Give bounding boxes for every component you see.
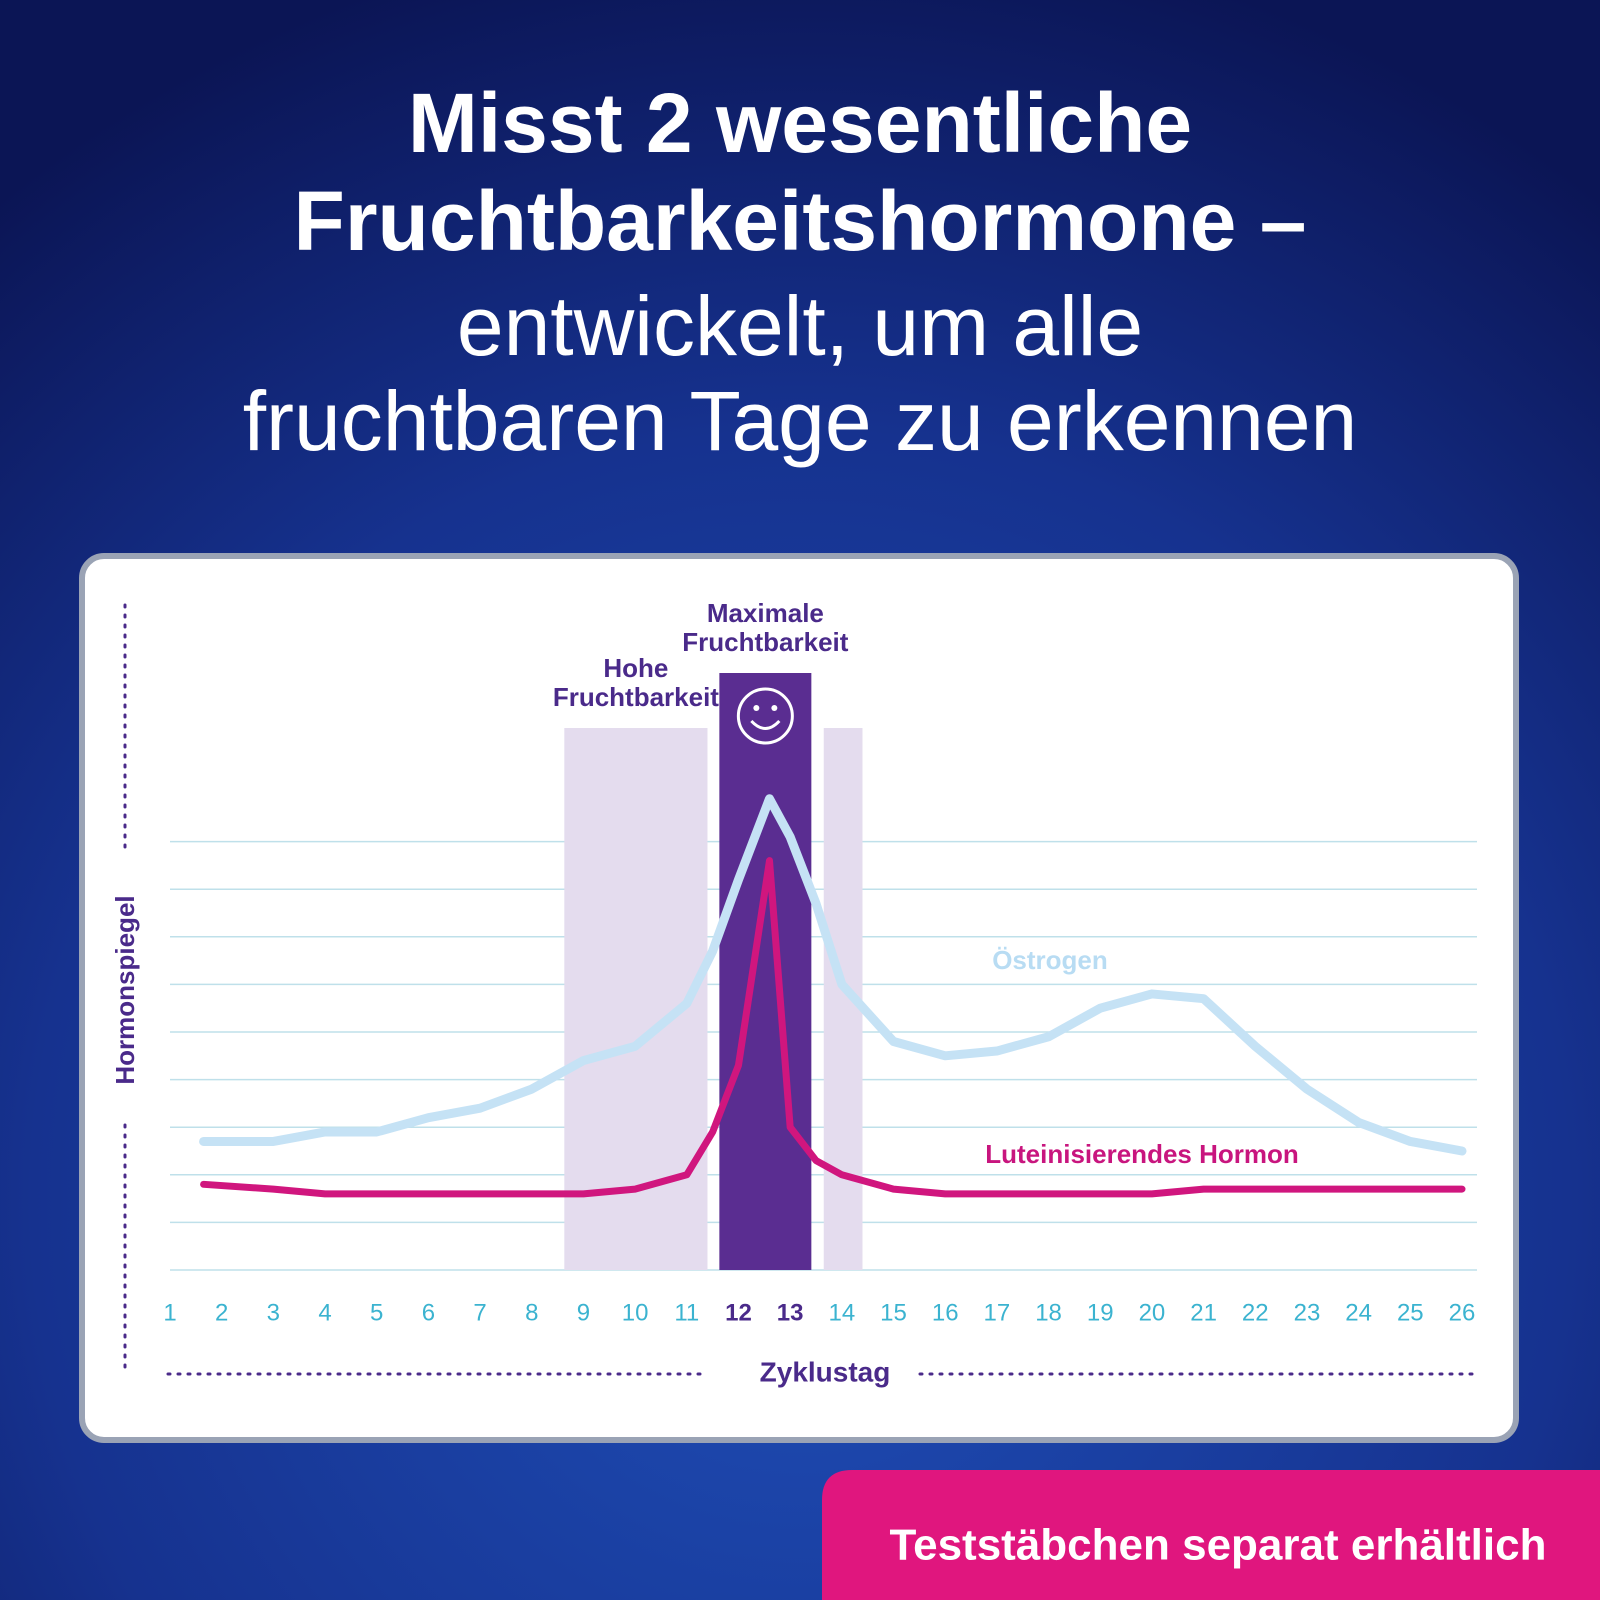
region-label: Fruchtbarkeit — [682, 627, 848, 657]
x-tick-label: 10 — [622, 1299, 649, 1326]
x-tick-label: 25 — [1397, 1299, 1424, 1326]
y-axis-label: Hormonspiegel — [110, 895, 140, 1084]
x-tick-label: 1 — [163, 1299, 176, 1326]
x-tick-label: 7 — [473, 1299, 486, 1326]
headline-light: entwickelt, um alle — [457, 279, 1143, 373]
x-tick-label: 8 — [525, 1299, 538, 1326]
label-gap — [122, 850, 148, 1120]
x-tick-label: 18 — [1035, 1299, 1062, 1326]
series-line — [199, 794, 1467, 1156]
x-axis-label: Zyklustag — [760, 1356, 891, 1387]
series-line — [200, 857, 1466, 1198]
x-tick-label: 14 — [828, 1299, 855, 1326]
region-label: Hohe — [603, 653, 668, 683]
region-label: Maximale — [707, 598, 824, 628]
x-tick-label: 6 — [422, 1299, 435, 1326]
x-tick-label: 2 — [215, 1299, 228, 1326]
x-tick-label: 11 — [674, 1299, 699, 1326]
x-tick-label: 19 — [1087, 1299, 1114, 1326]
smiley — [736, 687, 794, 745]
x-tick-label: 15 — [880, 1299, 907, 1326]
fertility-band — [719, 673, 812, 1270]
badge — [822, 1470, 1600, 1600]
smiley — [750, 719, 781, 730]
x-tick-label: 26 — [1449, 1299, 1476, 1326]
x-tick-label: 22 — [1242, 1299, 1269, 1326]
x-tick-label: 21 — [1190, 1299, 1217, 1326]
smiley — [771, 705, 778, 711]
x-tick-label: 12 — [725, 1299, 752, 1326]
x-tick-label: 4 — [318, 1299, 331, 1326]
headline-bold: Fruchtbarkeitshormone – — [294, 174, 1307, 268]
x-tick-label: 9 — [577, 1299, 590, 1326]
x-tick-label: 16 — [932, 1299, 959, 1326]
x-tick-label: 13 — [777, 1299, 804, 1326]
x-tick-label: 24 — [1345, 1299, 1372, 1326]
series-label: Luteinisierendes Hormon — [985, 1139, 1299, 1169]
x-tick-label: 17 — [984, 1299, 1011, 1326]
x-tick-label: 3 — [267, 1299, 280, 1326]
smiley — [753, 705, 760, 711]
series-label: Östrogen — [992, 945, 1108, 975]
headline-bold: Misst 2 wesentliche — [408, 76, 1192, 170]
badge-text: Teststäbchen separat erhältlich — [890, 1521, 1547, 1570]
region-label: Fruchtbarkeit — [553, 682, 719, 712]
x-tick-label: 5 — [370, 1299, 383, 1326]
x-tick-label: 20 — [1139, 1299, 1166, 1326]
x-tick-label: 23 — [1294, 1299, 1321, 1326]
fertility-band — [564, 728, 708, 1270]
headline-light: fruchtbaren Tage zu erkennen — [243, 374, 1358, 468]
